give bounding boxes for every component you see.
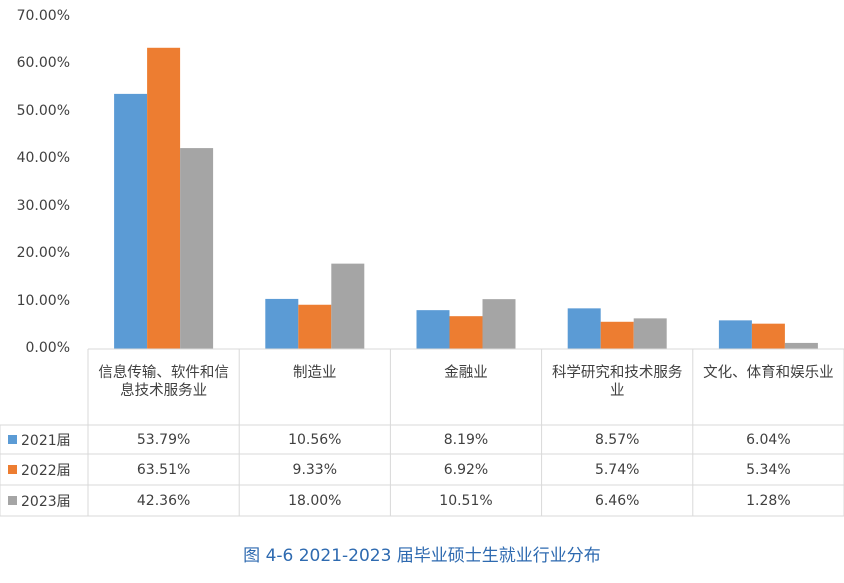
data-table-cell: 10.51% [439, 492, 493, 509]
legend-swatch [8, 465, 17, 474]
bar [265, 298, 299, 349]
bar [751, 323, 785, 349]
category-label: 文化、体育和娱乐业 [703, 365, 834, 381]
bar [331, 263, 365, 349]
legend-entry: 2022届 [8, 457, 71, 483]
data-table-cell: 9.33% [292, 461, 338, 478]
data-table-cell: 18.00% [288, 492, 342, 509]
data-table-cell: 6.92% [443, 461, 489, 478]
y-tick-label: 0.00% [25, 340, 70, 356]
data-table-cell: 5.34% [746, 461, 791, 478]
data-table-cell: 53.79% [136, 431, 191, 448]
bar [784, 342, 818, 349]
data-table-cell: 6.46% [594, 492, 640, 509]
data-table-cell: 8.57% [594, 431, 640, 448]
data-table-cell: 63.51% [136, 461, 191, 478]
bar [114, 93, 148, 349]
bar [298, 304, 332, 349]
bar [147, 47, 181, 350]
bar [180, 148, 214, 349]
data-table-cell: 5.74% [594, 461, 640, 478]
y-tick-label: 40.00% [16, 150, 70, 167]
category-label: 制造业 [293, 365, 337, 381]
category-label: 金融业 [444, 365, 488, 381]
bar [482, 299, 516, 349]
y-tick-label: 60.00% [16, 55, 70, 72]
legend-entry: 2023届 [8, 488, 71, 514]
bar [567, 308, 601, 349]
legend-label: 2022届 [21, 462, 71, 479]
y-tick-label: 30.00% [16, 197, 70, 214]
legend-swatch [8, 496, 17, 505]
bar [416, 310, 450, 349]
bar [600, 321, 634, 349]
legend-label: 2021届 [21, 432, 71, 449]
bar [449, 316, 483, 349]
bar [718, 320, 752, 349]
data-table-cell: 6.04% [746, 431, 791, 448]
data-table-cell: 1.28% [746, 492, 791, 509]
data-table-cell: 42.36% [136, 492, 191, 509]
y-tick-label: 10.00% [16, 292, 70, 309]
y-tick-label: 50.00% [16, 102, 70, 119]
y-tick-label: 20.00% [16, 245, 70, 262]
category-label: 信息传输、软件和信息技术服务业 [98, 365, 229, 399]
bar [633, 318, 667, 349]
chart-title: 图 4-6 2021-2023 届毕业硕士生就业行业分布 [243, 546, 601, 566]
y-tick-label: 70.00% [16, 8, 70, 24]
legend-swatch [8, 435, 17, 444]
legend-label: 2023届 [21, 493, 71, 510]
category-label: 科学研究和技术服务业 [551, 365, 683, 399]
legend-entry: 2021届 [8, 427, 71, 453]
data-table-cell: 10.56% [288, 431, 342, 448]
data-table-cell: 8.19% [443, 431, 489, 448]
